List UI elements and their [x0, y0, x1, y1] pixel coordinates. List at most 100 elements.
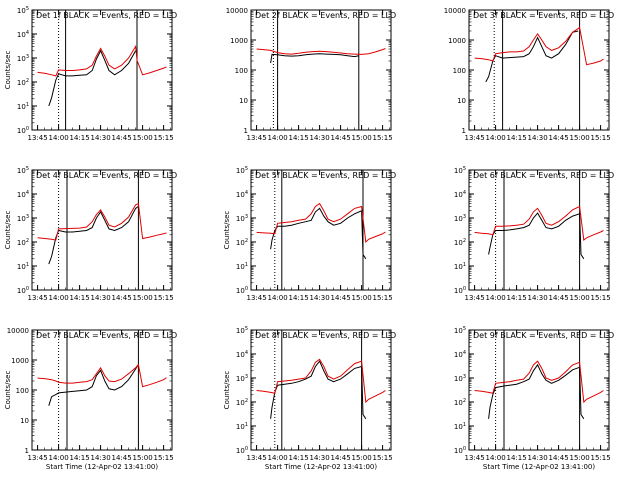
chart-panel-4: Det 4f BLACK = Events, RED = LLD 100 101 10…: [4, 166, 177, 302]
plot-frame: [250, 9, 392, 131]
lld-series-line: [37, 202, 167, 241]
y-tick-label: 103: [17, 54, 29, 63]
events-series-line: [270, 53, 359, 64]
plot-frame: [250, 329, 392, 451]
y-tick-label: 100: [453, 67, 466, 75]
x-tick-label: 15:15: [154, 294, 174, 302]
y-tick-label: 1000: [230, 37, 248, 45]
x-tick-label: 14:30: [91, 134, 111, 142]
x-tick-label: 14:30: [310, 294, 330, 302]
x-tick-label: 13:45: [465, 294, 485, 302]
x-tick-label: 14:45: [112, 134, 132, 142]
x-tick-label: 15:15: [591, 454, 611, 462]
x-tick-label: 15:00: [352, 134, 372, 142]
x-tick-label: 15:15: [591, 134, 611, 142]
x-tick-label: 14:15: [289, 134, 309, 142]
x-tick-label: 14:45: [331, 294, 351, 302]
chart-panel-3: Det 3f BLACK = Events, RED = LLD 1 10 100 10…: [444, 7, 614, 142]
x-axis-label: Start Time (12-Apr-02 13:41:00): [483, 463, 595, 471]
y-tick-label: 105: [454, 166, 466, 175]
lld-series-line: [37, 44, 167, 77]
y-tick-label: 100: [236, 286, 248, 295]
y-tick-label: 101: [17, 102, 29, 111]
x-tick-label: 14:15: [289, 294, 309, 302]
x-tick-label: 13:45: [28, 294, 48, 302]
y-axis-label: Counts/sec: [4, 211, 12, 250]
lld-series-line: [37, 363, 167, 388]
events-series-line: [270, 207, 367, 260]
y-tick-label: 100: [16, 387, 29, 395]
lld-series-line: [474, 205, 604, 242]
y-tick-label: 103: [236, 374, 248, 383]
chart-panel-8: Det 8f BLACK = Events, RED = LLD 100 101 10…: [223, 326, 396, 471]
y-tick-label: 1000: [11, 357, 29, 365]
x-tick-label: 15:00: [352, 294, 372, 302]
x-tick-label: 15:15: [373, 134, 393, 142]
x-tick-label: 14:45: [549, 294, 569, 302]
y-tick-label: 100: [235, 67, 248, 75]
x-tick-label: 14:45: [331, 454, 351, 462]
y-tick-label: 105: [17, 166, 29, 175]
y-tick-label: 104: [454, 350, 466, 359]
y-tick-label: 101: [17, 262, 29, 271]
x-tick-label: 14:30: [528, 454, 548, 462]
panel-title: Det 2f BLACK = Events, RED = LLD: [255, 11, 396, 20]
x-tick-label: 14:30: [310, 134, 330, 142]
x-tick-label: 14:45: [549, 454, 569, 462]
x-tick-label: 15:00: [133, 454, 153, 462]
x-tick-label: 14:00: [486, 454, 506, 462]
x-tick-label: 13:45: [465, 454, 485, 462]
y-tick-label: 103: [17, 214, 29, 223]
y-tick-label: 105: [454, 326, 466, 335]
y-axis-label: Counts/sec: [223, 211, 231, 250]
panel-title: Det 1f BLACK = Events, RED = LLD: [36, 11, 177, 20]
x-tick-label: 14:15: [507, 294, 527, 302]
panel-title: Det 6f BLACK = Events, RED = LLD: [473, 171, 614, 180]
x-tick-label: 14:30: [310, 454, 330, 462]
y-tick-label: 102: [454, 238, 466, 247]
panel-title: Det 4f BLACK = Events, RED = LLD: [36, 171, 177, 180]
events-series-line: [48, 206, 139, 265]
y-tick-label: 105: [236, 326, 248, 335]
x-axis-label: Start Time (12-Apr-02 13:41:00): [46, 463, 158, 471]
y-axis-label: Counts/sec: [223, 371, 231, 410]
y-axis-label: Counts/sec: [4, 371, 12, 410]
x-tick-label: 14:15: [70, 134, 90, 142]
plot-frame: [468, 169, 610, 291]
x-tick-label: 14:30: [91, 294, 111, 302]
x-tick-label: 14:45: [549, 134, 569, 142]
y-tick-label: 101: [454, 262, 466, 271]
x-tick-label: 14:30: [528, 134, 548, 142]
y-tick-label: 10: [457, 97, 466, 105]
y-tick-label: 103: [454, 214, 466, 223]
x-tick-label: 13:45: [247, 134, 267, 142]
y-tick-label: 10: [20, 417, 29, 425]
x-tick-label: 13:45: [28, 134, 48, 142]
y-tick-label: 100: [236, 446, 248, 455]
x-tick-label: 15:00: [570, 454, 590, 462]
events-series-line: [485, 30, 579, 83]
x-tick-label: 14:30: [91, 454, 111, 462]
y-tick-label: 102: [236, 398, 248, 407]
y-tick-label: 104: [454, 190, 466, 199]
x-tick-label: 14:45: [112, 454, 132, 462]
x-tick-label: 14:15: [70, 294, 90, 302]
y-tick-label: 104: [17, 190, 29, 199]
chart-panel-5: Det 5f BLACK = Events, RED = LLD 100 101 10…: [223, 166, 396, 302]
y-tick-label: 104: [17, 30, 29, 39]
x-tick-label: 15:15: [591, 294, 611, 302]
x-tick-label: 15:15: [154, 134, 174, 142]
y-tick-label: 1000: [448, 37, 466, 45]
lld-series-line: [256, 48, 386, 55]
x-tick-label: 15:00: [352, 454, 372, 462]
y-tick-label: 101: [236, 262, 248, 271]
lld-series-line: [256, 202, 386, 244]
y-tick-label: 101: [454, 422, 466, 431]
y-tick-label: 102: [454, 398, 466, 407]
x-tick-label: 14:45: [331, 134, 351, 142]
plot-frame: [31, 329, 173, 451]
plot-frame: [31, 169, 173, 291]
chart-panel-9: Det 9f BLACK = Events, RED = LLD 100 101 10…: [454, 326, 614, 471]
plot-frame: [250, 169, 392, 291]
